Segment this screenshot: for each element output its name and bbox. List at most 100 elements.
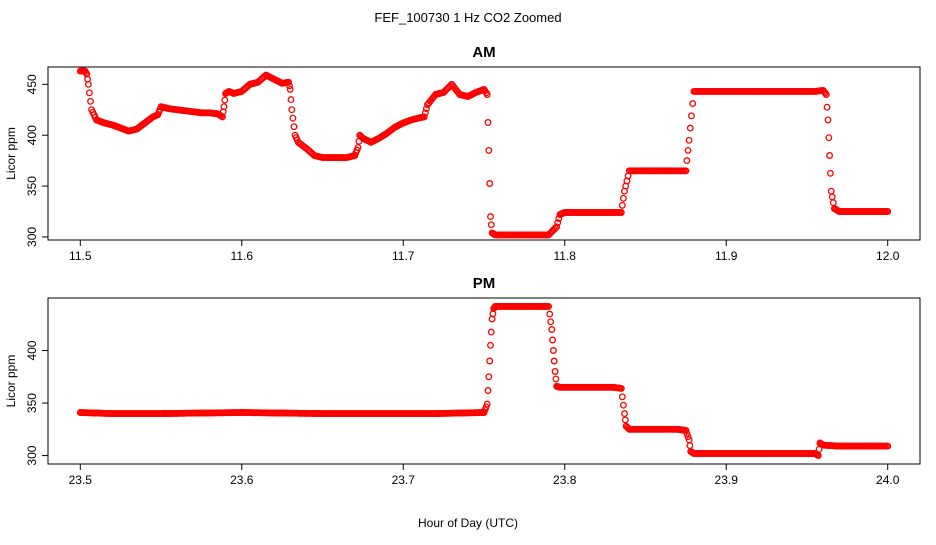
data-point — [822, 91, 830, 98]
data-point — [688, 112, 695, 120]
y-axis-title: Licor ppm — [4, 127, 18, 180]
data-points — [76, 302, 892, 460]
data-point — [683, 157, 691, 165]
data-point — [618, 393, 626, 401]
y-tick-label: 300 — [25, 227, 39, 247]
x-axis-title: Hour of Day (UTC) — [418, 516, 518, 530]
x-tick-label: 23.6 — [230, 473, 254, 487]
data-point — [549, 347, 557, 354]
data-point — [551, 368, 559, 375]
y-tick-label: 350 — [25, 393, 39, 413]
y-axis-title: Licor ppm — [4, 355, 18, 408]
data-point — [290, 123, 298, 131]
data-point — [683, 430, 691, 437]
data-point — [682, 167, 690, 175]
y-tick-label: 300 — [25, 445, 39, 465]
data-point — [828, 193, 836, 201]
data-point — [485, 146, 493, 154]
x-tick-label: 24.0 — [876, 473, 900, 487]
data-point — [684, 433, 692, 441]
data-points — [76, 67, 892, 239]
panel-am: AM 11.5 11.6 11.7 11.8 11.9 12.0 300 350 400 450 Li… — [4, 44, 921, 263]
data-point — [682, 426, 690, 434]
data-point — [422, 105, 430, 113]
x-tick-label: 23.8 — [553, 473, 577, 487]
data-point — [487, 213, 494, 221]
data-point — [686, 124, 694, 132]
data-point — [285, 82, 293, 90]
data-point — [552, 375, 560, 383]
data-point — [884, 442, 892, 450]
data-point — [814, 452, 822, 460]
data-point — [221, 96, 229, 104]
data-point — [286, 85, 294, 93]
data-point — [220, 103, 228, 111]
x-tick-label: 23.5 — [69, 473, 93, 487]
data-point — [619, 194, 627, 202]
data-point — [289, 114, 297, 122]
x-tick-label: 11.5 — [69, 249, 92, 263]
data-point — [287, 96, 295, 104]
data-point — [550, 357, 558, 365]
data-point — [484, 119, 492, 126]
data-point — [621, 410, 628, 418]
data-point — [553, 223, 561, 231]
data-point — [547, 318, 555, 326]
data-point — [617, 209, 625, 216]
data-point — [689, 100, 697, 108]
y-tick-label: 450 — [25, 74, 39, 94]
data-point — [483, 400, 491, 408]
panel-pm: PM 23.5 23.6 23.7 23.8 23.9 24.0 300 350 400 Licor… — [4, 275, 921, 487]
data-point — [684, 146, 692, 154]
data-point — [621, 416, 629, 424]
data-point — [85, 89, 93, 97]
data-point — [420, 113, 428, 121]
data-point — [686, 442, 694, 450]
data-point — [825, 134, 833, 142]
data-point — [827, 187, 835, 195]
x-tick-label: 23.7 — [392, 473, 416, 487]
data-point — [619, 401, 627, 409]
panel-title: PM — [473, 275, 496, 292]
x-tick-label: 11.9 — [715, 249, 738, 263]
data-point — [617, 384, 625, 392]
data-point — [84, 80, 92, 88]
data-point — [826, 152, 834, 159]
data-point — [551, 224, 559, 232]
data-point — [618, 201, 626, 209]
data-point — [421, 109, 429, 117]
data-point — [546, 310, 554, 318]
y-tick-label: 350 — [25, 176, 39, 196]
figure-title: FEF_100730 1 Hz CO2 Zoomed — [374, 10, 561, 25]
data-point — [685, 136, 693, 144]
data-point — [884, 208, 892, 215]
data-point — [548, 326, 556, 333]
data-point — [484, 387, 492, 394]
data-point — [486, 180, 494, 187]
x-tick-label: 23.9 — [715, 473, 739, 487]
data-point — [487, 221, 495, 229]
data-point — [554, 219, 562, 227]
data-point — [545, 302, 553, 310]
x-tick-label: 11.6 — [231, 249, 254, 263]
y-tick-label: 400 — [25, 125, 39, 145]
data-point — [487, 341, 494, 349]
data-point — [486, 357, 494, 365]
panel-title: AM — [472, 44, 495, 61]
data-point — [483, 91, 491, 98]
plot-frame — [47, 297, 921, 465]
data-point — [826, 169, 834, 177]
plot-frame — [47, 66, 921, 241]
data-point — [87, 97, 94, 105]
x-tick-label: 11.7 — [392, 249, 415, 263]
data-point — [485, 373, 493, 381]
data-point — [823, 103, 831, 111]
data-point — [549, 336, 557, 344]
data-point — [288, 106, 296, 114]
data-point — [487, 328, 495, 336]
data-point — [285, 78, 293, 86]
data-point — [829, 199, 837, 207]
x-tick-label: 12.0 — [876, 249, 900, 263]
y-tick-label: 400 — [25, 340, 39, 360]
